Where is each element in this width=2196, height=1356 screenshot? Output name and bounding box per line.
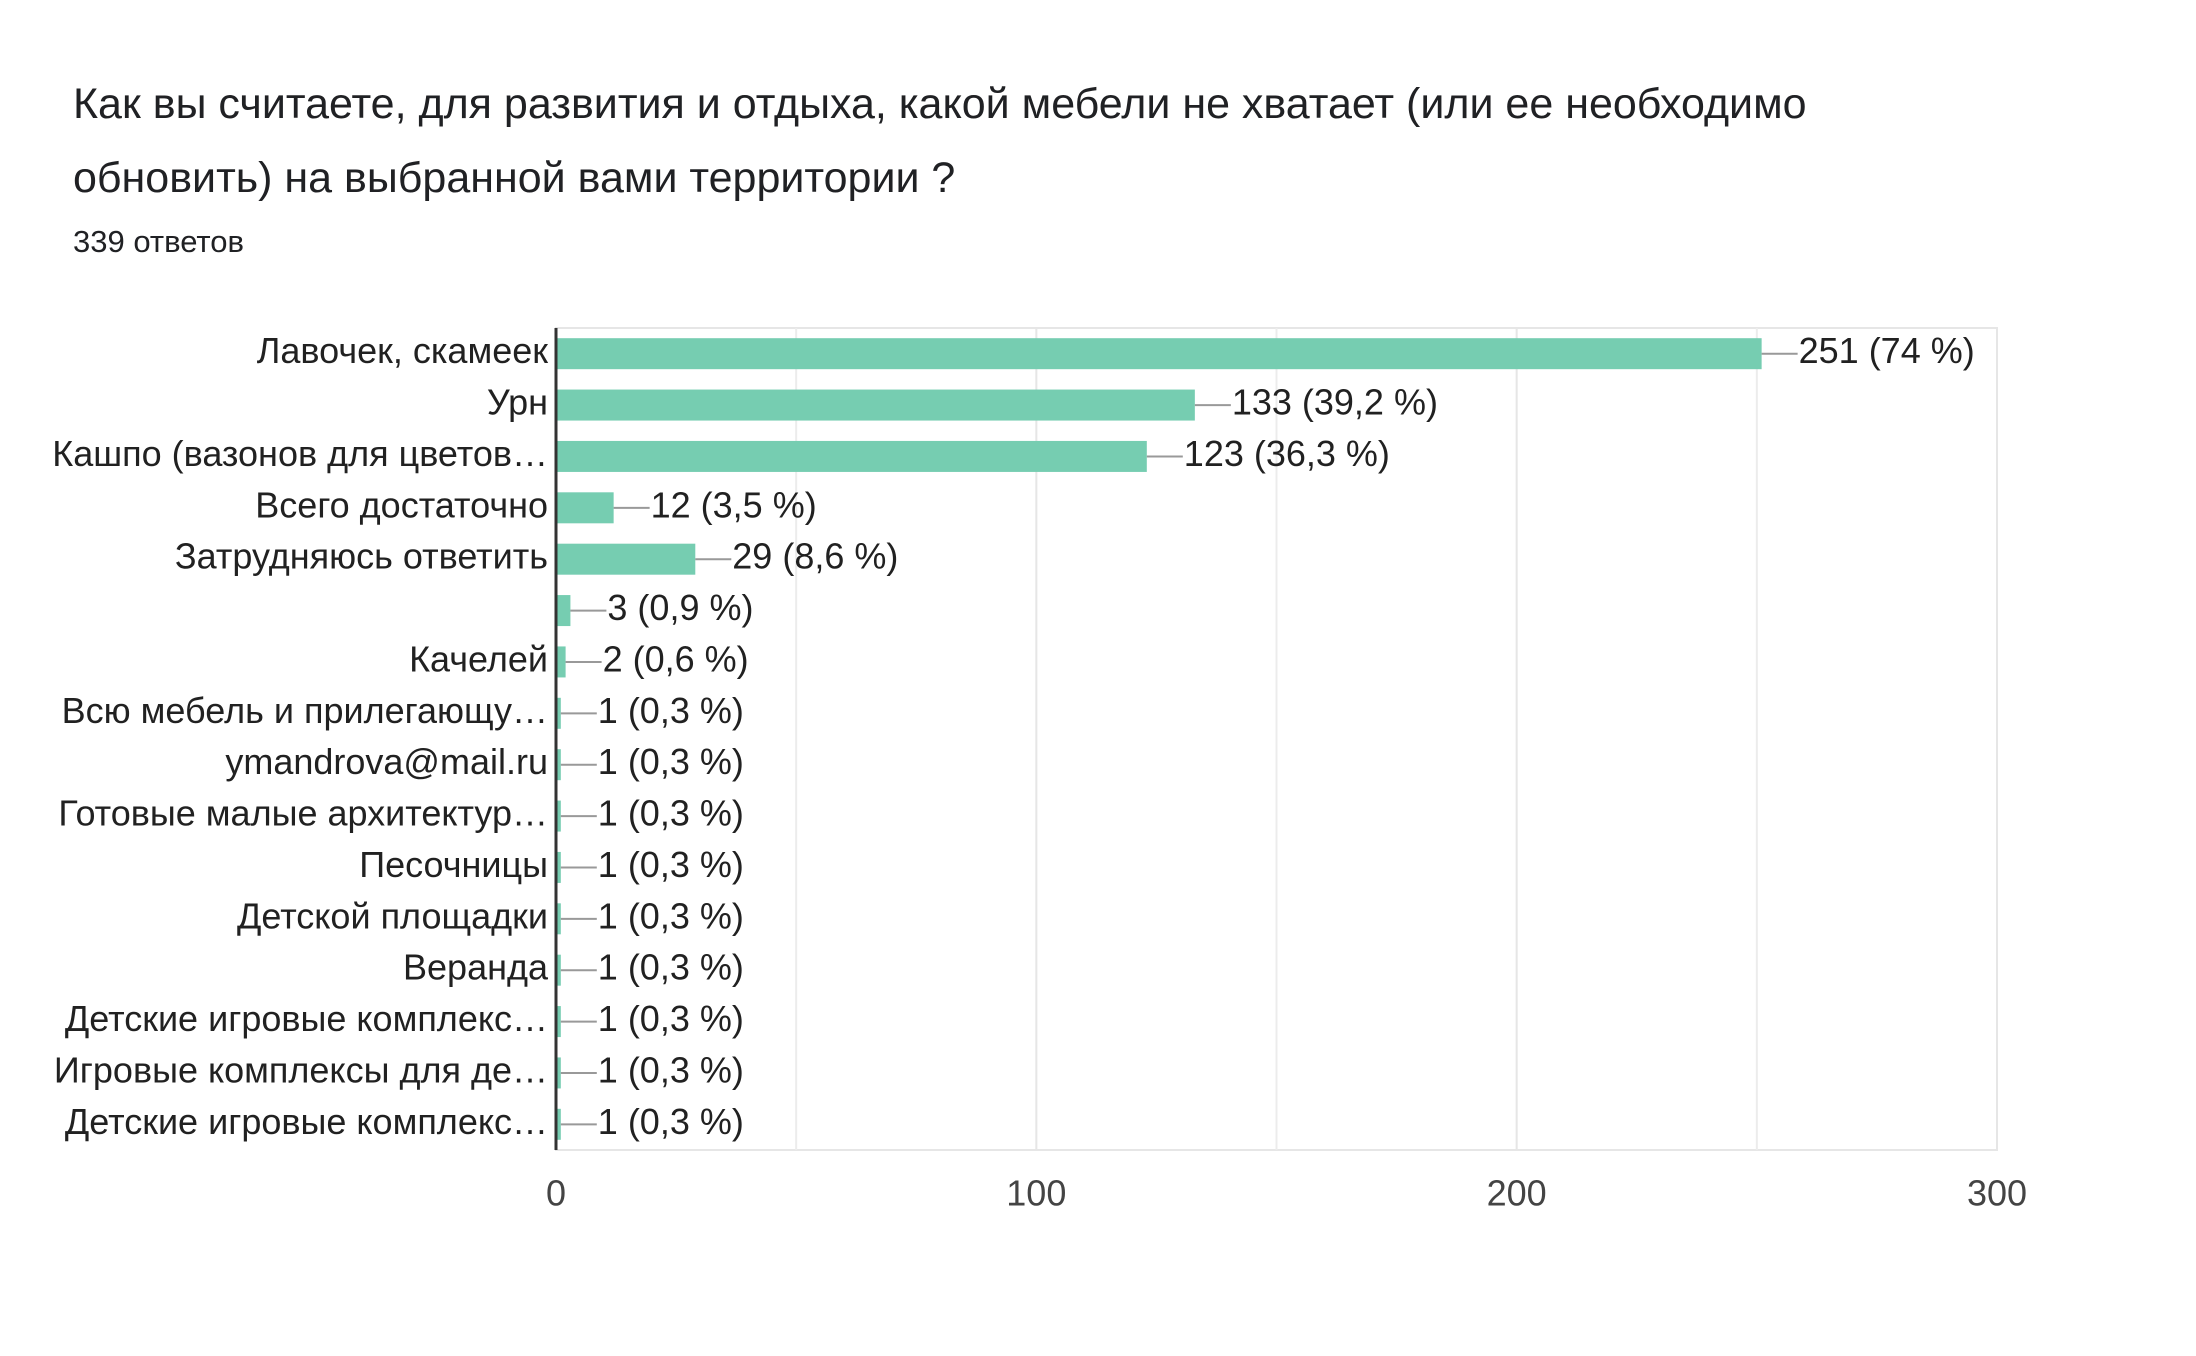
y-tick-label: Детской площадки xyxy=(237,895,548,936)
y-tick-label: ymandrova@mail.ru xyxy=(225,741,548,782)
bar xyxy=(556,492,614,524)
y-tick-label: Лавочек, скамеек xyxy=(257,330,548,371)
value-label: 1 (0,3 %) xyxy=(598,844,744,885)
chart-subtitle: 339 ответов xyxy=(73,224,244,259)
bar xyxy=(556,903,561,935)
bar xyxy=(556,440,1147,472)
bar xyxy=(556,1057,561,1089)
y-tick-label: Веранда xyxy=(403,947,549,988)
chart-title-line: обновить) на выбранной вами территории ? xyxy=(73,154,955,202)
bar xyxy=(556,1006,561,1038)
x-tick-label: 0 xyxy=(546,1173,566,1214)
value-label: 1 (0,3 %) xyxy=(598,793,744,834)
value-label: 123 (36,3 %) xyxy=(1184,433,1390,474)
y-tick-label: Песочницы xyxy=(359,844,548,885)
x-tick-label: 100 xyxy=(1006,1173,1066,1214)
y-tick-label: Урн xyxy=(487,382,548,423)
value-label: 1 (0,3 %) xyxy=(598,895,744,936)
bar xyxy=(556,1108,561,1140)
bar xyxy=(556,543,696,575)
y-tick-label: Всю мебель и прилегающу… xyxy=(62,690,548,731)
y-tick-label: Детские игровые комплекс… xyxy=(65,998,548,1039)
value-label: 29 (8,6 %) xyxy=(732,536,898,577)
value-label: 3 (0,9 %) xyxy=(607,587,753,628)
x-tick-label: 300 xyxy=(1967,1173,2027,1214)
bar xyxy=(556,954,561,986)
bar xyxy=(556,338,1762,370)
y-tick-label: Затрудняюсь ответить xyxy=(175,536,548,577)
value-label: 1 (0,3 %) xyxy=(598,998,744,1039)
y-tick-label: Кашпо (вазонов для цветов… xyxy=(52,433,548,474)
value-label: 1 (0,3 %) xyxy=(598,947,744,988)
value-label: 1 (0,3 %) xyxy=(598,690,744,731)
value-label: 1 (0,3 %) xyxy=(598,741,744,782)
bar xyxy=(556,749,561,781)
bar xyxy=(556,851,561,883)
value-label: 12 (3,5 %) xyxy=(651,484,817,525)
bar xyxy=(556,800,561,832)
value-label: 2 (0,6 %) xyxy=(603,638,749,679)
value-label: 251 (74 %) xyxy=(1799,330,1975,371)
value-label: 1 (0,3 %) xyxy=(598,1101,744,1142)
chart-title-line: Как вы считаете, для развития и отдыха, … xyxy=(73,80,1807,128)
bar xyxy=(556,389,1195,421)
value-label: 133 (39,2 %) xyxy=(1232,382,1438,423)
bar xyxy=(556,595,571,627)
y-tick-label: Всего достаточно xyxy=(255,484,548,525)
bar xyxy=(556,697,561,729)
bar xyxy=(556,646,566,678)
x-tick-label: 200 xyxy=(1487,1173,1547,1214)
y-tick-label: Детские игровые комплекс… xyxy=(65,1101,548,1142)
y-tick-label: Готовые малые архитектур… xyxy=(58,793,548,834)
y-tick-label: Качелей xyxy=(409,638,548,679)
value-label: 1 (0,3 %) xyxy=(598,1049,744,1090)
y-tick-label: Игровые комплексы для де… xyxy=(54,1049,548,1090)
